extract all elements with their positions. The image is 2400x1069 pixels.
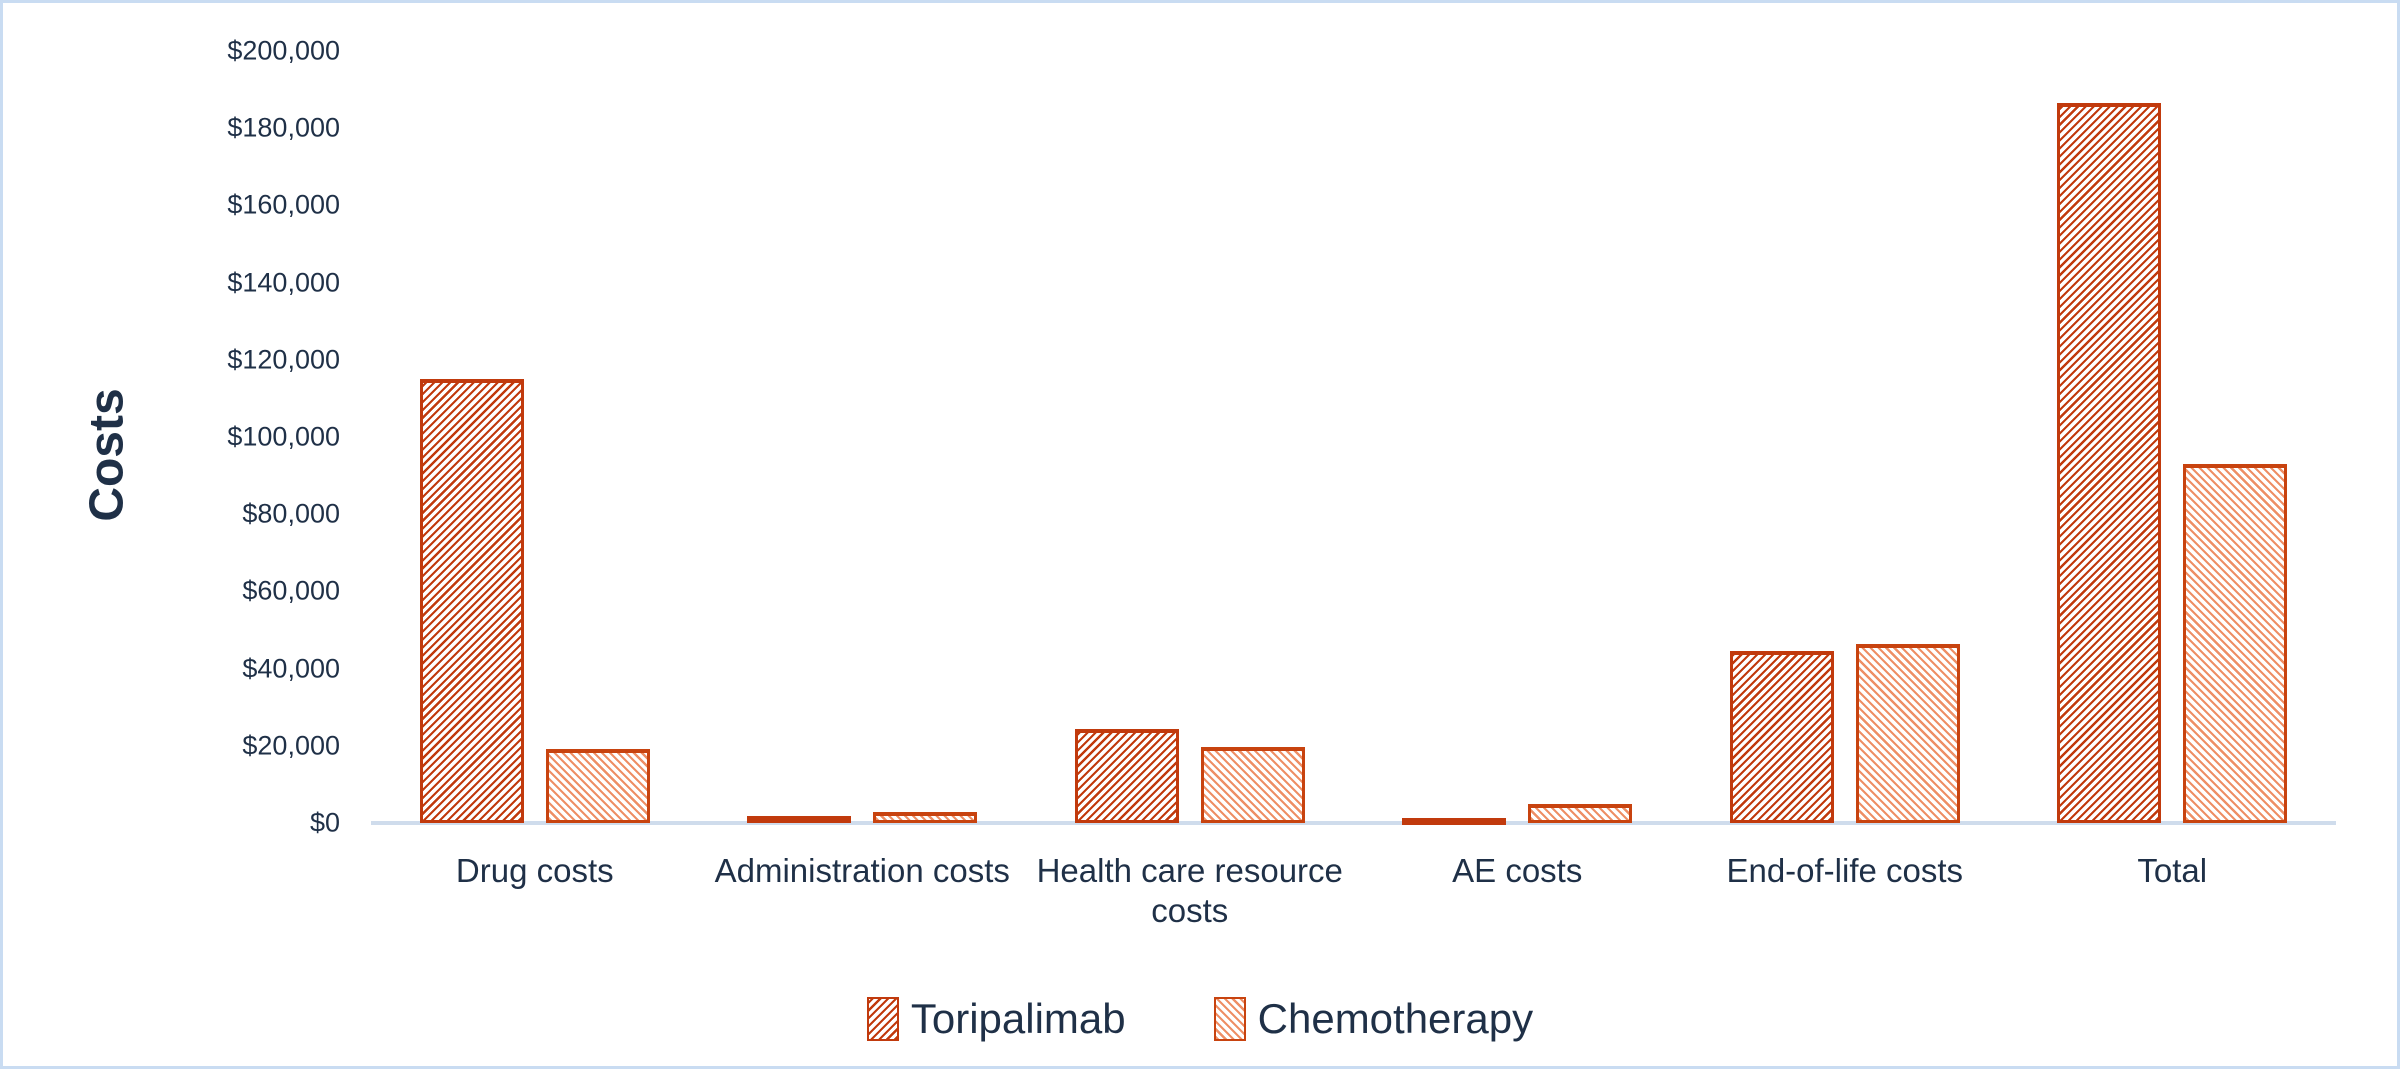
- x-category-label: End-of-life costs: [1726, 852, 1964, 889]
- bar-chemotherapy-administration-costs: [873, 811, 978, 823]
- y-tick-label: $40,000: [242, 653, 340, 684]
- x-category-label: Health care resource costs: [1036, 852, 1343, 929]
- x-axis-line: [371, 821, 2336, 825]
- bar-chemotherapy-total: [2183, 464, 2288, 823]
- y-tick-label: $20,000: [242, 730, 340, 761]
- y-tick-label: $80,000: [242, 498, 340, 529]
- bar-toripalimab-health-care-resource-costs: [1074, 729, 1179, 823]
- y-tick-label: $140,000: [227, 267, 340, 298]
- y-tick-label: $0: [309, 807, 340, 838]
- bar-toripalimab-end-of-life-costs: [1729, 650, 1834, 823]
- bar-toripalimab-ae-costs: [1402, 818, 1507, 825]
- legend-item-toripalimab: Toripalimab: [866, 995, 1126, 1043]
- toripalimab-hatch-swatch-icon: [866, 997, 899, 1041]
- chemotherapy-hatch-swatch-icon: [1213, 997, 1246, 1041]
- bar-toripalimab-administration-costs: [747, 815, 852, 823]
- legend: Toripalimab Chemotherapy: [3, 995, 2397, 1043]
- x-category-label: AE costs: [1452, 852, 1583, 889]
- x-category-label: Drug costs: [455, 852, 614, 889]
- y-tick-label: $180,000: [227, 112, 340, 143]
- y-tick-label: $200,000: [227, 35, 340, 66]
- bar-chemotherapy-health-care-resource-costs: [1200, 746, 1305, 823]
- bar-chemotherapy-end-of-life-costs: [1855, 644, 1960, 823]
- legend-item-chemotherapy: Chemotherapy: [1213, 995, 1534, 1043]
- legend-label-toripalimab: Toripalimab: [910, 995, 1126, 1042]
- y-tick-label: $120,000: [227, 344, 340, 375]
- x-category-label: Administration costs: [714, 852, 1010, 889]
- bar-toripalimab-drug-costs: [419, 379, 524, 823]
- x-category-label: Total: [2137, 852, 2208, 889]
- y-tick-label: $100,000: [227, 421, 340, 452]
- bar-chemotherapy-ae-costs: [1528, 804, 1633, 823]
- y-tick-label: $160,000: [227, 189, 340, 220]
- bar-toripalimab-total: [2057, 103, 2162, 823]
- y-tick-label: $60,000: [242, 575, 340, 606]
- legend-label-chemotherapy: Chemotherapy: [1257, 995, 1534, 1042]
- bar-chemotherapy-drug-costs: [545, 749, 650, 823]
